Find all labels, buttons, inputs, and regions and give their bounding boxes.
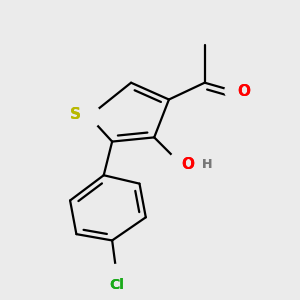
Text: H: H <box>202 158 212 171</box>
Text: H: H <box>202 158 212 171</box>
Text: S: S <box>70 107 81 122</box>
Text: S: S <box>70 107 81 122</box>
Circle shape <box>170 153 185 168</box>
Text: O: O <box>237 84 250 99</box>
Text: O: O <box>182 157 194 172</box>
Text: Cl: Cl <box>109 278 124 292</box>
Circle shape <box>109 264 124 280</box>
Text: O: O <box>237 84 250 99</box>
Circle shape <box>77 105 101 128</box>
Text: O: O <box>182 157 194 172</box>
Text: Cl: Cl <box>109 278 124 292</box>
Circle shape <box>225 82 243 100</box>
